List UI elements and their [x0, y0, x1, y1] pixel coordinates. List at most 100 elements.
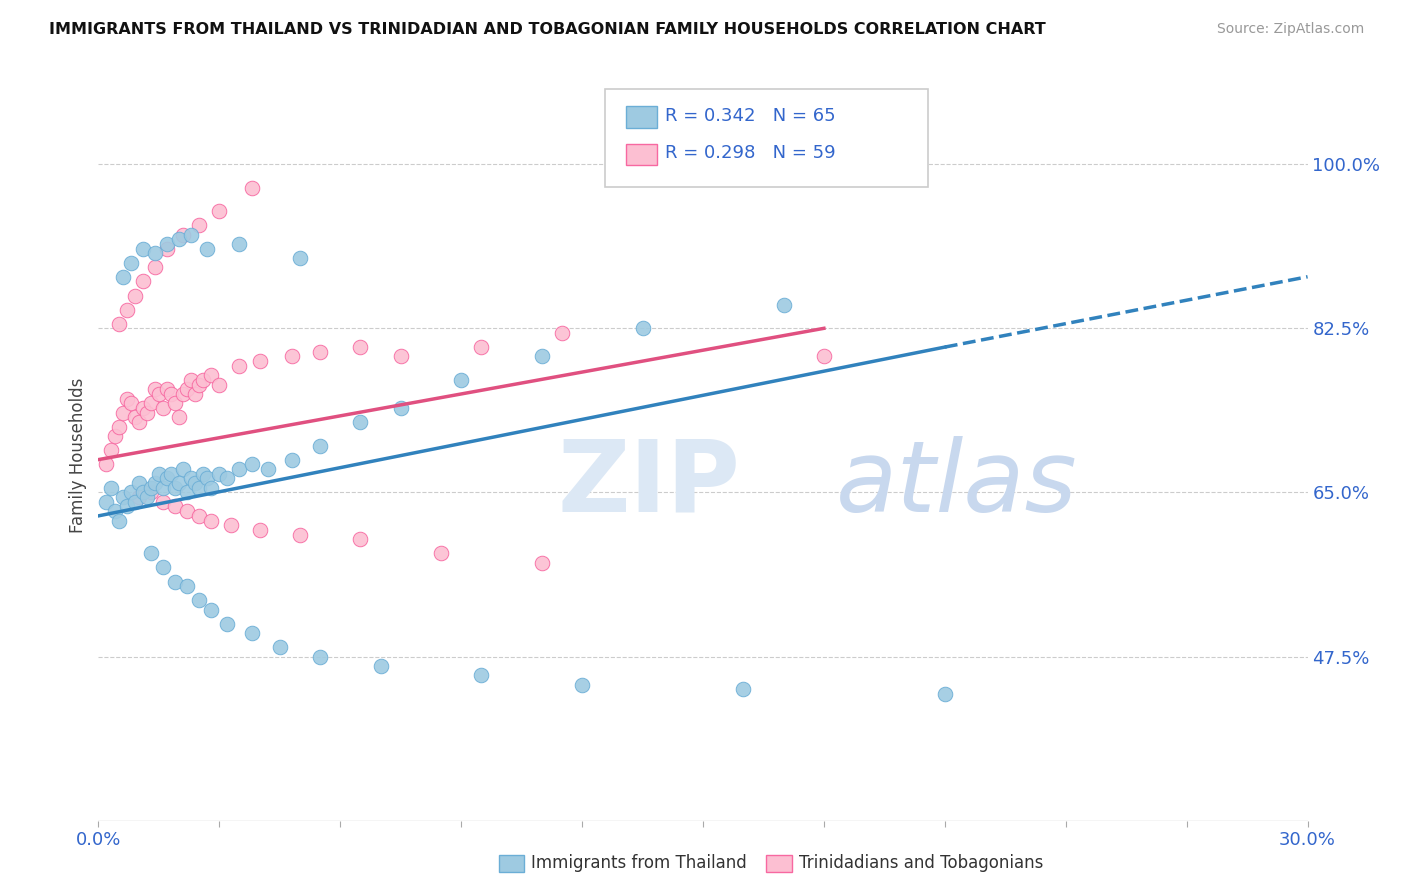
Point — [100, 481, 122, 495]
Point — [128, 490, 150, 504]
Point — [163, 481, 186, 495]
Point — [167, 410, 190, 425]
Point — [120, 485, 142, 500]
Point — [269, 640, 291, 655]
Point — [470, 340, 492, 354]
Point — [163, 574, 186, 589]
Point — [172, 462, 194, 476]
Point — [349, 340, 371, 354]
Point — [188, 508, 211, 523]
Point — [309, 438, 332, 452]
Point — [96, 458, 118, 472]
Point — [551, 326, 574, 340]
Point — [217, 616, 239, 631]
Point — [200, 514, 222, 528]
Point — [228, 236, 250, 251]
Point — [172, 387, 194, 401]
Point — [193, 373, 215, 387]
Point — [132, 242, 155, 256]
Point — [217, 471, 239, 485]
Point — [163, 500, 186, 514]
Point — [152, 481, 174, 495]
Point — [370, 659, 392, 673]
Point — [281, 452, 304, 467]
Point — [115, 500, 138, 514]
Point — [813, 350, 835, 364]
Point — [143, 260, 166, 275]
Point — [193, 467, 215, 481]
Point — [240, 626, 263, 640]
Point — [733, 682, 755, 697]
Point — [156, 382, 179, 396]
Point — [124, 410, 146, 425]
Point — [530, 350, 553, 364]
Text: Source: ZipAtlas.com: Source: ZipAtlas.com — [1216, 22, 1364, 37]
Point — [135, 406, 157, 420]
Point — [132, 485, 155, 500]
Point — [200, 481, 222, 495]
Point — [107, 317, 129, 331]
Point — [188, 377, 211, 392]
Text: R = 0.298   N = 59: R = 0.298 N = 59 — [665, 145, 835, 162]
Point — [124, 288, 146, 302]
Point — [111, 406, 134, 420]
Point — [156, 236, 179, 251]
Point — [156, 242, 179, 256]
Point — [124, 495, 146, 509]
Point — [389, 401, 412, 415]
Text: ZIP: ZIP — [558, 435, 741, 533]
Y-axis label: Family Households: Family Households — [69, 377, 87, 533]
Point — [208, 377, 231, 392]
Text: R = 0.342   N = 65: R = 0.342 N = 65 — [665, 107, 835, 125]
Point — [180, 471, 202, 485]
Point — [195, 471, 218, 485]
Point — [188, 481, 211, 495]
Point — [143, 382, 166, 396]
Point — [160, 387, 183, 401]
Point — [103, 429, 125, 443]
Point — [152, 401, 174, 415]
Point — [167, 232, 190, 246]
Point — [309, 344, 332, 359]
Point — [100, 443, 122, 458]
Point — [240, 458, 263, 472]
Point — [772, 298, 794, 312]
Point — [281, 350, 304, 364]
Point — [132, 401, 155, 415]
Point — [139, 396, 162, 410]
Point — [934, 687, 956, 701]
Point — [249, 523, 271, 537]
Point — [111, 269, 134, 284]
Point — [96, 495, 118, 509]
Point — [139, 481, 162, 495]
Point — [184, 387, 207, 401]
Point — [107, 419, 129, 434]
Point — [172, 227, 194, 242]
Text: Immigrants from Thailand: Immigrants from Thailand — [531, 855, 747, 872]
Point — [184, 476, 207, 491]
Text: atlas: atlas — [837, 435, 1077, 533]
Text: Trinidadians and Tobagonians: Trinidadians and Tobagonians — [799, 855, 1043, 872]
Point — [195, 242, 218, 256]
Point — [156, 471, 179, 485]
Point — [208, 467, 231, 481]
Point — [228, 462, 250, 476]
Point — [167, 476, 190, 491]
Point — [349, 533, 371, 547]
Point — [176, 504, 198, 518]
Point — [132, 275, 155, 289]
Point — [143, 476, 166, 491]
Point — [188, 218, 211, 232]
Point — [249, 354, 271, 368]
Point — [256, 462, 278, 476]
Point — [288, 251, 311, 265]
Point — [530, 556, 553, 570]
Point — [349, 415, 371, 429]
Point — [240, 180, 263, 194]
Point — [152, 560, 174, 574]
Point — [176, 579, 198, 593]
Point — [450, 373, 472, 387]
Point — [309, 649, 332, 664]
Point — [180, 227, 202, 242]
Point — [148, 387, 170, 401]
